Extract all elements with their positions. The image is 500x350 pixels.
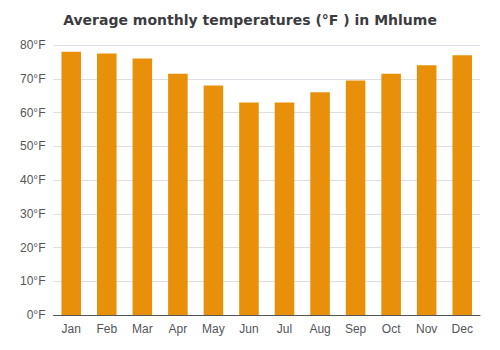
svg-text:Jul: Jul <box>277 322 292 336</box>
svg-text:Feb: Feb <box>96 322 117 336</box>
svg-text:10°F: 10°F <box>20 274 45 288</box>
svg-text:70°F: 70°F <box>20 72 45 86</box>
svg-text:Dec: Dec <box>452 322 473 336</box>
svg-text:40°F: 40°F <box>20 173 45 187</box>
svg-text:Sep: Sep <box>345 322 367 336</box>
svg-text:60°F: 60°F <box>20 106 45 120</box>
svg-text:Oct: Oct <box>382 322 401 336</box>
svg-text:Average monthly temperatures (: Average monthly temperatures (°F ) in Mh… <box>63 12 437 28</box>
svg-text:May: May <box>202 322 225 336</box>
svg-text:Aug: Aug <box>309 322 330 336</box>
svg-text:20°F: 20°F <box>20 241 45 255</box>
svg-text:30°F: 30°F <box>20 207 45 221</box>
svg-text:0°F: 0°F <box>27 308 46 322</box>
svg-text:Mar: Mar <box>132 322 153 336</box>
svg-text:50°F: 50°F <box>20 139 45 153</box>
svg-text:Nov: Nov <box>416 322 437 336</box>
svg-text:Jun: Jun <box>239 322 258 336</box>
svg-text:80°F: 80°F <box>20 38 45 52</box>
svg-text:Apr: Apr <box>169 322 188 336</box>
svg-text:Jan: Jan <box>62 322 81 336</box>
